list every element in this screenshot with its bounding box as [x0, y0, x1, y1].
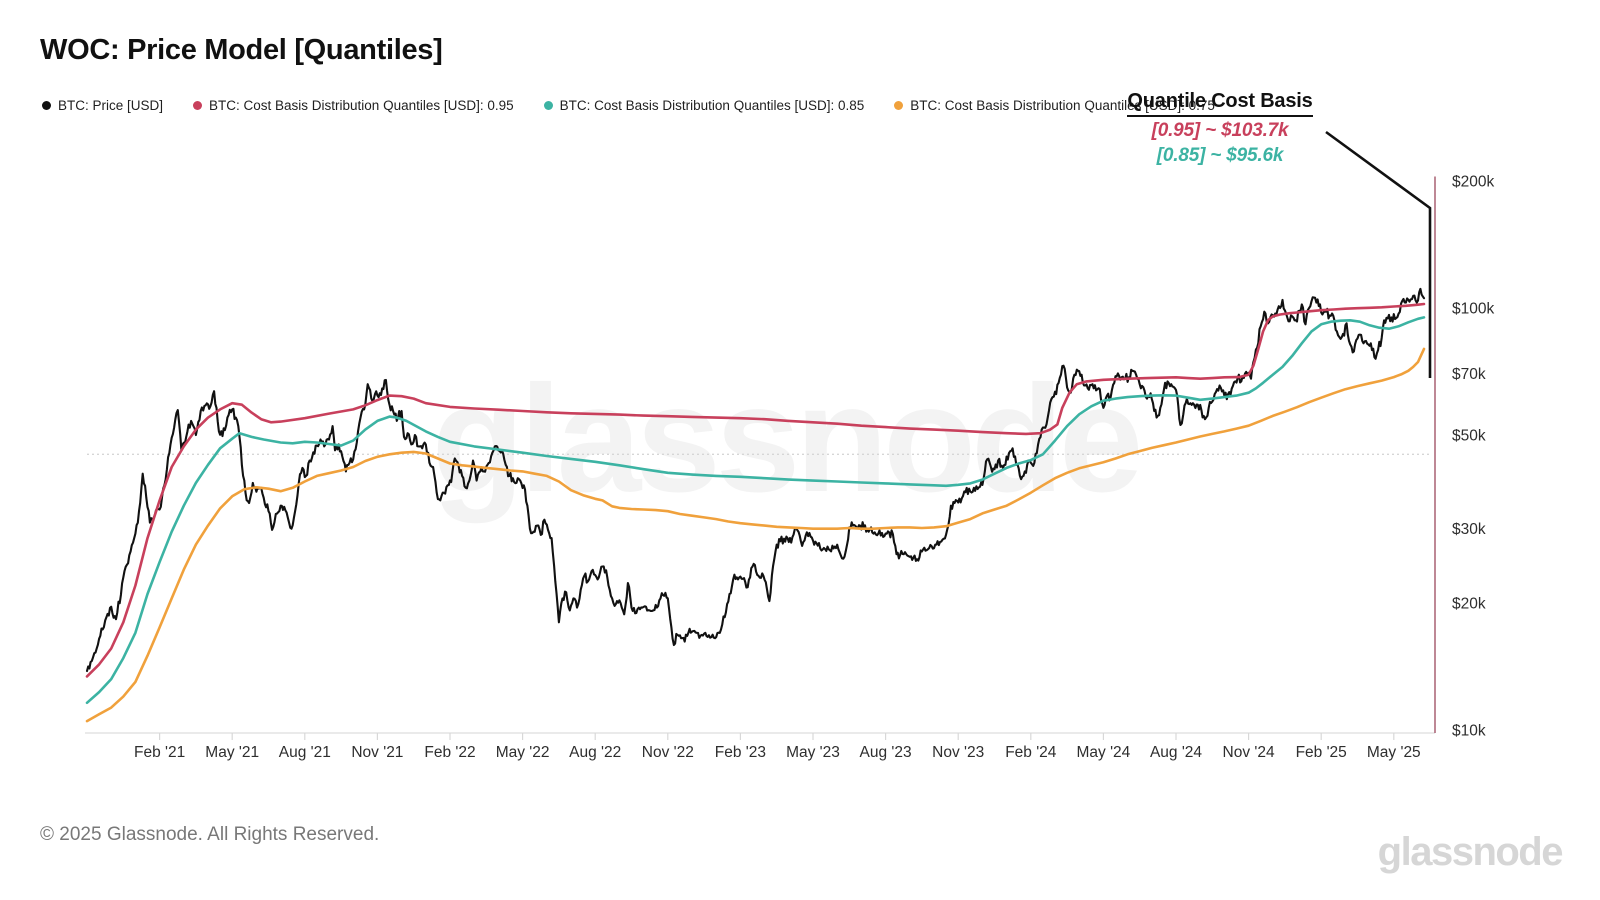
x-tick-label: Feb '23: [715, 744, 766, 761]
legend-item-quantile-095[interactable]: BTC: Cost Basis Distribution Quantiles […: [193, 98, 514, 113]
x-tick-label: Feb '22: [424, 744, 475, 761]
legend-dot-icon: [894, 101, 904, 110]
series-btc-price: [85, 287, 1426, 673]
y-tick-label: $20k: [1452, 595, 1486, 612]
x-tick-label: May '23: [786, 744, 840, 761]
y-tick-label: $50k: [1452, 428, 1486, 445]
annotation-value-095: [0.95] ~ $103.7k: [1151, 120, 1289, 141]
legend-item-quantile-085[interactable]: BTC: Cost Basis Distribution Quantiles […: [543, 98, 865, 113]
y-tick-label: $200k: [1452, 173, 1494, 190]
y-tick-label: $10k: [1452, 723, 1486, 740]
x-tick-label: Aug '24: [1150, 744, 1202, 761]
legend-dot-icon: [543, 101, 553, 110]
y-tick-label: $100k: [1452, 301, 1494, 318]
x-tick-label: Feb '21: [134, 744, 185, 761]
quantile-cost-basis-annotation: Quantile Cost Basis [0.95] ~ $103.7k [0.…: [1095, 90, 1345, 167]
x-tick-label: Nov '23: [932, 744, 984, 761]
annotation-value-085: [0.85] ~ $95.6k: [1156, 145, 1284, 166]
x-tick-label: Aug '22: [569, 744, 621, 761]
series-quantile-095: [85, 302, 1426, 678]
x-tick-label: Aug '23: [860, 744, 912, 761]
x-tick-label: Feb '24: [1005, 744, 1057, 761]
annotation-heading: Quantile Cost Basis: [1127, 90, 1313, 117]
legend: BTC: Price [USD] BTC: Cost Basis Distrib…: [42, 98, 1215, 113]
legend-label: BTC: Cost Basis Distribution Quantiles […: [559, 98, 865, 113]
legend-item-btc-price[interactable]: BTC: Price [USD]: [42, 98, 163, 113]
series-quantile-075: [85, 347, 1426, 723]
series-quantile-085: [85, 316, 1426, 705]
x-tick-label: May '21: [205, 744, 259, 761]
y-tick-label: $30k: [1452, 521, 1486, 538]
x-tick-label: Nov '22: [642, 744, 694, 761]
x-tick-label: Nov '24: [1223, 744, 1275, 761]
legend-label: BTC: Price [USD]: [58, 98, 164, 113]
legend-dot-icon: [42, 101, 51, 110]
glassnode-logo: glassnode: [1377, 830, 1564, 874]
x-tick-label: May '22: [496, 744, 550, 761]
copyright-text: © 2025 Glassnode. All Rights Reserved.: [40, 824, 380, 845]
legend-label: BTC: Cost Basis Distribution Quantiles […: [209, 98, 514, 113]
x-tick-label: May '24: [1077, 744, 1131, 761]
legend-item-quantile-075[interactable]: BTC: Cost Basis Distribution Quantiles […: [894, 98, 1215, 113]
y-tick-label: $70k: [1452, 366, 1486, 383]
legend-dot-icon: [193, 101, 203, 110]
legend-label: BTC: Cost Basis Distribution Quantiles […: [910, 98, 1215, 113]
x-tick-label: Feb '25: [1296, 744, 1347, 761]
annotation-callout-line: [1325, 130, 1432, 378]
page-title: WOC: Price Model [Quantiles]: [40, 34, 443, 66]
x-tick-label: May '25: [1367, 744, 1421, 761]
x-tick-label: Aug '21: [279, 744, 331, 761]
x-tick-label: Nov '21: [351, 744, 403, 761]
